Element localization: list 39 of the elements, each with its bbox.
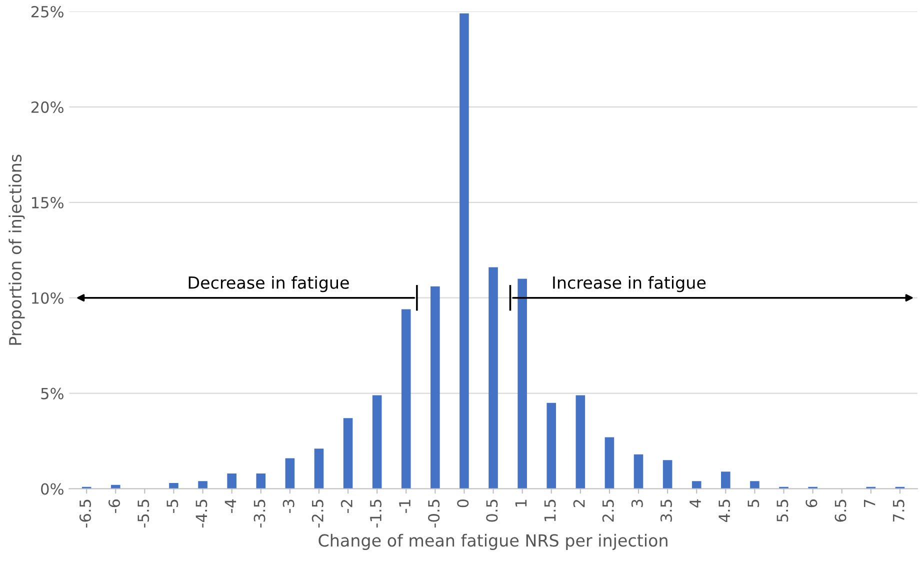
- y-tick-label: 0%: [41, 483, 64, 495]
- y-tick-label: 5%: [41, 388, 64, 400]
- x-tick-label: -2: [340, 500, 352, 513]
- x-tick-label: -3: [282, 500, 294, 513]
- x-tick-label: -5: [166, 500, 178, 513]
- x-tick-label: 3.5: [660, 500, 672, 522]
- x-tick-label: -6.5: [79, 500, 92, 528]
- y-tick-label: 10%: [32, 292, 64, 304]
- annotation: Decrease in fatigue: [188, 276, 349, 292]
- x-tick-label: 7.5: [893, 500, 904, 522]
- y-tick-label: 25%: [31, 6, 64, 18]
- x-tick-label: 3: [631, 500, 643, 508]
- x-tick-label: -3.5: [254, 500, 266, 528]
- annotation: Increase in fatigue: [553, 276, 706, 292]
- x-tick-label: -4.5: [196, 500, 208, 528]
- x-tick-label: 0.5: [486, 500, 498, 522]
- x-tick-label: 5.5: [776, 500, 788, 522]
- x-tick-label: 0: [457, 499, 469, 508]
- x-tick-label: -1.5: [370, 500, 382, 528]
- x-tick-label: -6: [108, 499, 120, 513]
- x-tick-label: -2.5: [312, 500, 324, 528]
- x-tick-label: -4: [224, 499, 236, 513]
- y-axis-title: Proportion of injections: [8, 154, 25, 345]
- x-tick-label: 5: [748, 500, 760, 508]
- x-tick-label: 1.5: [544, 500, 556, 522]
- x-tick-label: 6.5: [834, 500, 846, 522]
- x-tick-label: 7: [864, 500, 876, 507]
- x-tick-label: 6: [806, 499, 818, 508]
- x-tick-label: -1: [399, 500, 410, 513]
- x-tick-label: 2.5: [602, 500, 614, 522]
- x-axis-title: Change of mean fatigue NRS per injection: [318, 534, 668, 550]
- y-tick-label: 20%: [31, 101, 64, 113]
- x-tick-label: 2: [573, 500, 585, 508]
- x-tick-label: -5.5: [138, 500, 150, 528]
- x-tick-label: -0.5: [428, 500, 440, 528]
- x-tick-label: 4: [690, 499, 701, 508]
- x-tick-label: 4.5: [718, 500, 730, 522]
- x-tick-label: 1: [515, 500, 527, 507]
- y-tick-label: 15%: [32, 196, 64, 208]
